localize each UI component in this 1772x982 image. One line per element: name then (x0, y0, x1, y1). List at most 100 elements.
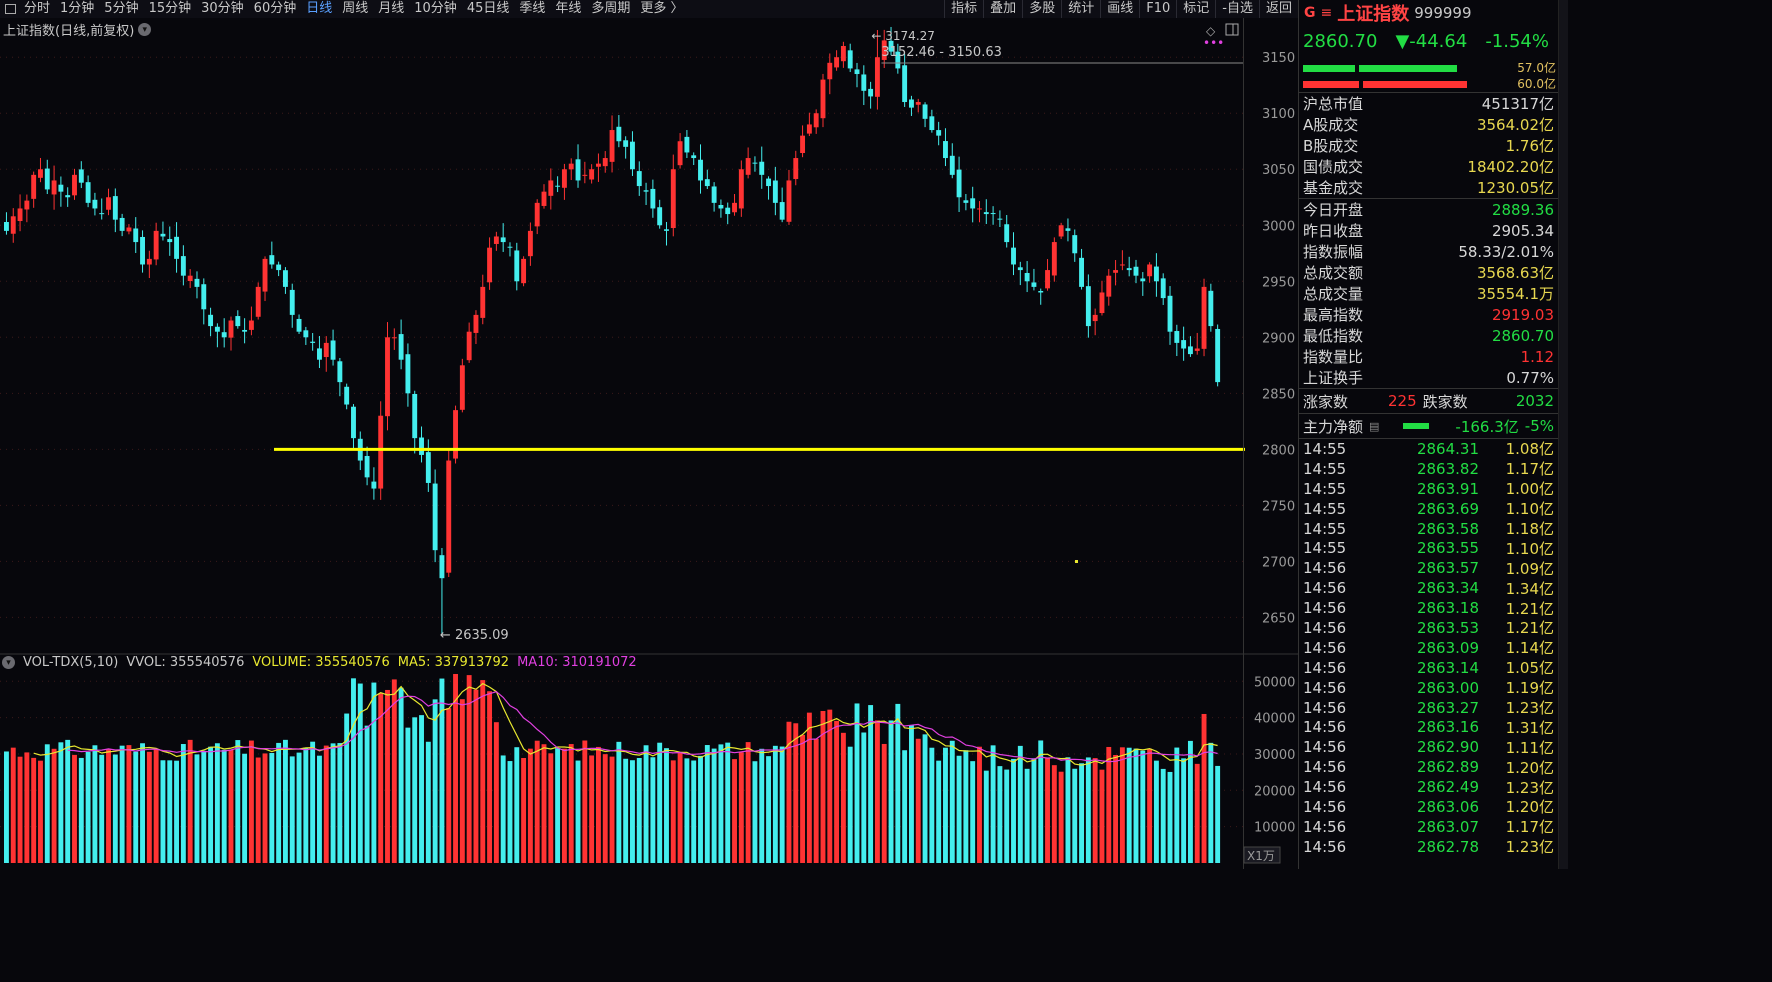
volume-bar (1126, 747, 1132, 863)
stat-value: 2905.34 (1491, 221, 1554, 240)
tick-price: 2863.57 (1416, 559, 1479, 578)
stat-label: 总成交量 (1303, 285, 1364, 303)
chevron-down-icon[interactable]: ▾ (2, 656, 15, 669)
candle-body (698, 159, 703, 181)
candle-body (1106, 275, 1112, 297)
candlesticks (4, 26, 1245, 635)
period-tab[interactable]: 更多 〉 (640, 1, 684, 16)
side-scroll-strip[interactable] (1558, 0, 1568, 869)
stat-row: 今日开盘 2889.36 (1299, 199, 1558, 220)
candle-body (1085, 286, 1091, 327)
candle-body (548, 180, 554, 196)
candle-body (561, 169, 567, 188)
candle-body (990, 213, 996, 215)
volume-bar (473, 689, 479, 863)
volume-bar (534, 740, 540, 863)
period-tab[interactable]: 30分钟 (201, 1, 244, 16)
tick-amount: 1.23亿 (1505, 699, 1554, 718)
list-icon[interactable]: ▤ (1369, 419, 1380, 433)
candle-body (1181, 340, 1187, 349)
tool-button[interactable]: 统计 (1061, 0, 1100, 18)
layout-icon[interactable] (1225, 23, 1239, 36)
tick-amount: 1.00亿 (1505, 480, 1554, 499)
tick-time: 14:56 (1303, 718, 1347, 737)
tick-list[interactable]: 14:55 2864.31 1.08亿 14:55 2863.82 1.17亿 14:55 2… (1299, 439, 1558, 857)
inflow-bar-b (1359, 65, 1457, 72)
volume-bar (351, 678, 356, 863)
candle-body (670, 169, 676, 229)
window-icon[interactable] (0, 0, 20, 18)
volume-bar (616, 741, 622, 863)
volume-bar (391, 679, 397, 863)
period-tab[interactable]: 多周期 (591, 1, 631, 16)
tick-price: 2863.53 (1416, 618, 1479, 637)
period-tab[interactable]: 5分钟 (104, 1, 139, 16)
volume-bar (269, 752, 275, 863)
marker-dot (1075, 560, 1078, 563)
vol-indicator[interactable]: VOL-TDX(5,10) (23, 655, 119, 670)
tool-button[interactable]: -自选 (1215, 0, 1259, 18)
candle-body (85, 182, 91, 203)
kline-chart[interactable]: 3150 3100 3050 3000 2950 2900 2850 2800 2750 2700… (0, 18, 1298, 869)
candle-body (1038, 290, 1044, 293)
tool-button[interactable]: 叠加 (983, 0, 1022, 18)
tick-time: 14:56 (1303, 837, 1347, 856)
period-tab[interactable]: 年线 (555, 1, 582, 16)
tick-row: 14:55 2863.58 1.18亿 (1299, 519, 1558, 539)
candle-body (813, 113, 819, 128)
group-tag[interactable]: G (1304, 5, 1316, 21)
period-tab[interactable]: 分时 (24, 1, 51, 16)
stat-value: 1.12 (1520, 347, 1554, 366)
period-tab[interactable]: 周线 (342, 1, 369, 16)
tool-button[interactable]: 多股 (1022, 0, 1061, 18)
tool-button[interactable]: 指标 (944, 0, 983, 18)
vvol-value: VVOL: 355540576 (126, 655, 245, 670)
period-tab[interactable]: 15分钟 (148, 1, 192, 16)
tick-time: 14:56 (1303, 599, 1347, 618)
candle-body (167, 239, 173, 243)
chart-title[interactable]: 上证指数(日线,前复权) ▾ (3, 20, 152, 39)
top-toolbar: 分时 1分钟 5分钟 15分钟 30分钟 60分钟 日线 周线 月线 10分钟 45日线 季线 年线 多周… (0, 0, 1298, 18)
tick-price: 2863.07 (1416, 817, 1479, 836)
netflow-pct: -5% (1524, 417, 1554, 435)
tool-button[interactable]: 返回 (1258, 0, 1298, 18)
period-tab[interactable]: 10分钟 (414, 1, 457, 16)
tick-time: 14:56 (1303, 797, 1347, 816)
volume-bar (1058, 771, 1064, 863)
volume-bar (453, 673, 458, 863)
tick-price: 2863.34 (1416, 579, 1479, 598)
candle-body (235, 316, 241, 327)
tool-button[interactable]: 标记 (1176, 0, 1215, 18)
candle-body (704, 179, 710, 187)
volume-bar (514, 747, 520, 863)
current-price: 2860.70 (1303, 30, 1378, 52)
period-tab[interactable]: 60分钟 (253, 1, 297, 16)
tick-amount: 1.20亿 (1505, 798, 1554, 817)
chevron-down-icon[interactable]: ▾ (138, 23, 152, 36)
candle-body (1058, 225, 1064, 237)
more-dots-icon[interactable]: ••• (1203, 36, 1224, 50)
period-tab[interactable]: 45日线 (466, 1, 510, 16)
tick-amount: 1.11亿 (1505, 738, 1554, 757)
tick-row: 14:56 2863.09 1.14亿 (1299, 638, 1558, 658)
candle-body (480, 286, 486, 318)
volume-bar (718, 744, 724, 863)
tool-button[interactable]: 画线 (1100, 0, 1139, 18)
menu-icon[interactable]: ≡ (1320, 5, 1333, 21)
period-tab[interactable]: 日线 (306, 1, 333, 16)
tick-price: 2863.82 (1416, 459, 1479, 478)
outflow-bar-b (1363, 81, 1467, 88)
diamond-icon[interactable]: ◇ (1206, 24, 1216, 38)
volume-bar (385, 689, 390, 863)
tick-price: 2862.89 (1416, 758, 1479, 777)
period-tab[interactable]: 月线 (378, 1, 405, 16)
period-tab[interactable]: 1分钟 (60, 1, 95, 16)
volume-bar (323, 745, 329, 863)
candle-body (664, 229, 669, 231)
tick-time: 14:56 (1303, 817, 1347, 836)
period-tab[interactable]: 季线 (519, 1, 546, 16)
tick-amount: 1.21亿 (1505, 619, 1554, 638)
candle-body (1072, 235, 1078, 254)
tool-button[interactable]: F10 (1139, 0, 1176, 18)
candle-body (793, 158, 799, 179)
